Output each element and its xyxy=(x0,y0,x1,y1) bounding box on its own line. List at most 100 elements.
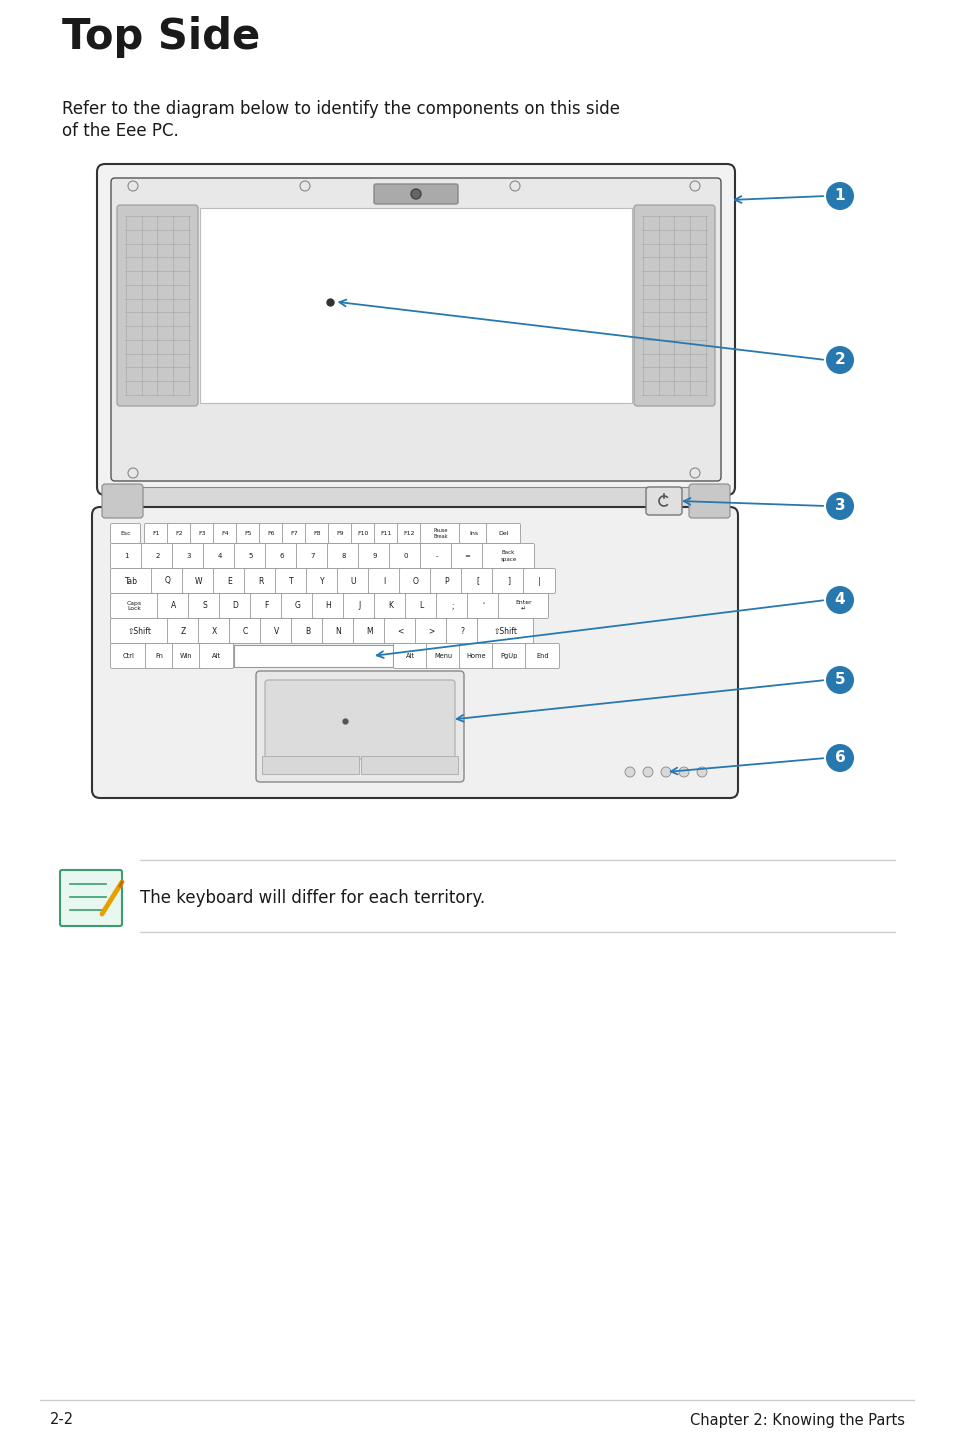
Text: G: G xyxy=(294,601,300,611)
FancyBboxPatch shape xyxy=(306,568,338,594)
FancyBboxPatch shape xyxy=(337,568,369,594)
Text: F4: F4 xyxy=(221,531,229,536)
Circle shape xyxy=(128,467,138,477)
Circle shape xyxy=(825,666,853,695)
Bar xyxy=(262,756,358,774)
Text: Alt: Alt xyxy=(212,653,221,659)
FancyBboxPatch shape xyxy=(322,618,355,643)
Circle shape xyxy=(660,766,670,777)
FancyBboxPatch shape xyxy=(420,523,460,544)
Text: 7: 7 xyxy=(310,554,314,559)
FancyBboxPatch shape xyxy=(305,523,329,544)
Text: Menu: Menu xyxy=(434,653,452,659)
FancyBboxPatch shape xyxy=(375,523,398,544)
Text: <: < xyxy=(397,627,403,636)
Text: M: M xyxy=(366,627,373,636)
Bar xyxy=(233,646,393,667)
Text: J: J xyxy=(358,601,360,611)
FancyBboxPatch shape xyxy=(281,594,314,618)
Text: D: D xyxy=(233,601,238,611)
Text: Pause: Pause xyxy=(433,528,447,533)
Circle shape xyxy=(679,766,688,777)
FancyBboxPatch shape xyxy=(446,618,478,643)
FancyBboxPatch shape xyxy=(244,568,276,594)
Bar xyxy=(105,487,726,515)
FancyBboxPatch shape xyxy=(97,164,734,495)
Text: >: > xyxy=(428,627,435,636)
Text: space: space xyxy=(500,557,517,561)
Circle shape xyxy=(689,181,700,191)
Text: F9: F9 xyxy=(336,531,344,536)
Text: Home: Home xyxy=(466,653,486,659)
FancyBboxPatch shape xyxy=(213,568,245,594)
Text: ⇧Shift: ⇧Shift xyxy=(128,627,152,636)
FancyBboxPatch shape xyxy=(368,568,400,594)
Text: ↵: ↵ xyxy=(520,607,525,611)
FancyBboxPatch shape xyxy=(492,568,524,594)
Text: -: - xyxy=(435,554,437,559)
FancyBboxPatch shape xyxy=(251,594,282,618)
FancyBboxPatch shape xyxy=(405,594,437,618)
Text: ⇧Shift: ⇧Shift xyxy=(493,627,517,636)
Text: F2: F2 xyxy=(175,531,183,536)
FancyBboxPatch shape xyxy=(157,594,190,618)
FancyBboxPatch shape xyxy=(282,523,306,544)
FancyBboxPatch shape xyxy=(375,594,406,618)
FancyBboxPatch shape xyxy=(189,594,220,618)
FancyBboxPatch shape xyxy=(645,487,681,515)
FancyBboxPatch shape xyxy=(191,523,214,544)
Text: =: = xyxy=(464,554,470,559)
Text: 6: 6 xyxy=(834,751,844,765)
FancyBboxPatch shape xyxy=(430,568,462,594)
Text: K: K xyxy=(388,601,393,611)
FancyBboxPatch shape xyxy=(492,643,526,669)
Circle shape xyxy=(128,181,138,191)
FancyBboxPatch shape xyxy=(117,206,198,406)
FancyBboxPatch shape xyxy=(259,523,283,544)
Text: Break: Break xyxy=(433,533,447,539)
Text: A: A xyxy=(171,601,176,611)
FancyBboxPatch shape xyxy=(111,544,142,568)
FancyBboxPatch shape xyxy=(152,568,183,594)
FancyBboxPatch shape xyxy=(111,568,152,594)
Text: Del: Del xyxy=(497,531,508,536)
Text: 3: 3 xyxy=(834,499,844,513)
Circle shape xyxy=(825,183,853,210)
FancyBboxPatch shape xyxy=(111,618,169,643)
FancyBboxPatch shape xyxy=(199,643,233,669)
Text: Ctrl: Ctrl xyxy=(122,653,134,659)
Text: F6: F6 xyxy=(268,531,275,536)
Text: F10: F10 xyxy=(357,531,369,536)
Circle shape xyxy=(689,467,700,477)
FancyBboxPatch shape xyxy=(525,643,558,669)
Text: Ins: Ins xyxy=(469,531,477,536)
FancyBboxPatch shape xyxy=(327,544,359,568)
FancyBboxPatch shape xyxy=(182,568,214,594)
Text: of the Eee PC.: of the Eee PC. xyxy=(62,122,178,139)
Text: S: S xyxy=(202,601,207,611)
FancyBboxPatch shape xyxy=(397,523,421,544)
Text: |: | xyxy=(537,577,540,585)
FancyBboxPatch shape xyxy=(168,618,199,643)
Text: F7: F7 xyxy=(291,531,298,536)
FancyBboxPatch shape xyxy=(486,523,520,544)
Circle shape xyxy=(825,492,853,521)
FancyBboxPatch shape xyxy=(265,680,455,759)
FancyBboxPatch shape xyxy=(426,643,460,669)
Text: 1: 1 xyxy=(124,554,129,559)
FancyBboxPatch shape xyxy=(399,568,431,594)
Text: ': ' xyxy=(482,601,484,611)
Text: 4: 4 xyxy=(217,554,221,559)
FancyBboxPatch shape xyxy=(172,643,200,669)
Text: F8: F8 xyxy=(314,531,321,536)
Circle shape xyxy=(510,181,519,191)
Text: T: T xyxy=(289,577,294,585)
Text: O: O xyxy=(412,577,418,585)
FancyBboxPatch shape xyxy=(393,643,427,669)
Text: 3: 3 xyxy=(186,554,191,559)
FancyBboxPatch shape xyxy=(265,544,297,568)
Text: Q: Q xyxy=(164,577,171,585)
Text: Tab: Tab xyxy=(125,577,138,585)
FancyBboxPatch shape xyxy=(416,618,447,643)
FancyBboxPatch shape xyxy=(477,618,533,643)
